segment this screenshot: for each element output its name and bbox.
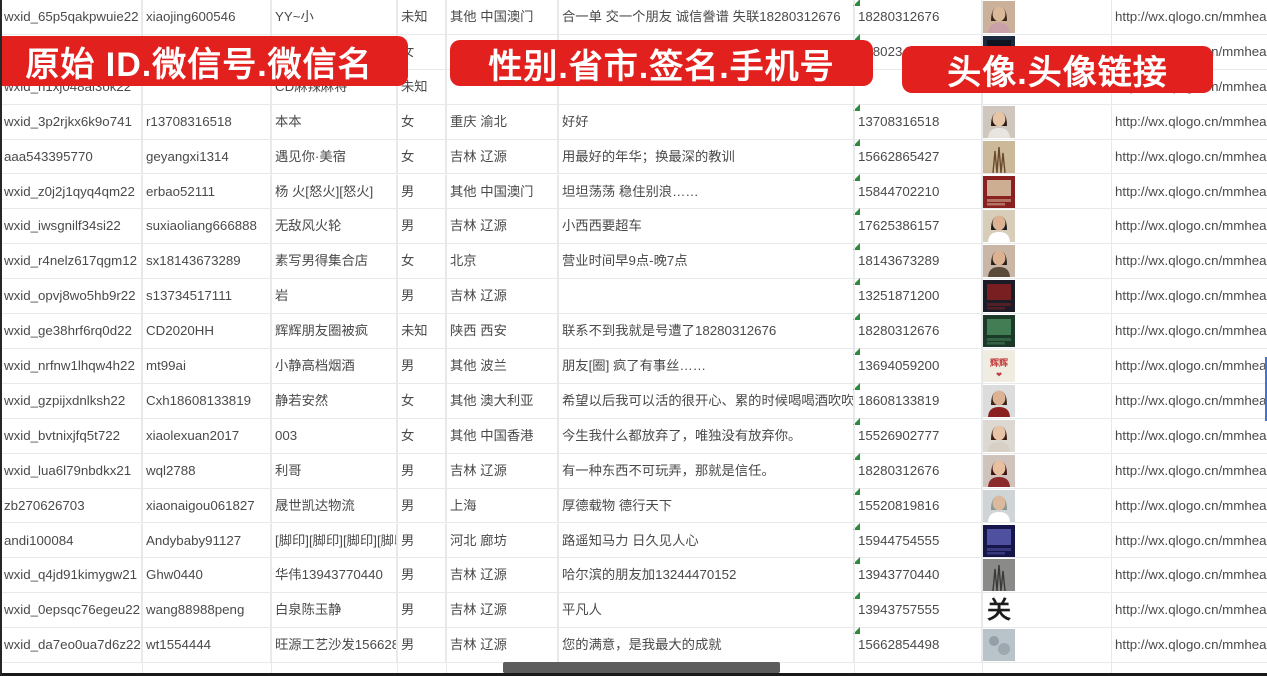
svg-text:关: 关 <box>987 597 1011 624</box>
svg-text:辉辉: 辉辉 <box>990 357 1008 368</box>
svg-text:❤: ❤ <box>996 372 1002 379</box>
